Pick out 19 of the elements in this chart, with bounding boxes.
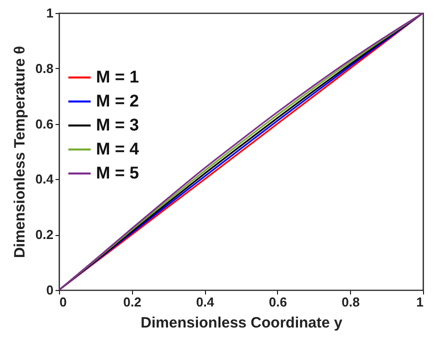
legend-label: M = 1 bbox=[96, 68, 139, 86]
y-tick-label: 0.4 bbox=[35, 172, 54, 187]
y-tick-label: 0.2 bbox=[35, 227, 54, 242]
legend-label: M = 3 bbox=[96, 116, 139, 134]
x-tick-label: 1 bbox=[416, 294, 424, 310]
x-tick-label: 0.2 bbox=[123, 294, 142, 310]
x-tick-label: 0.4 bbox=[196, 294, 215, 310]
x-axis-title: Dimensionless Coordinate y bbox=[140, 314, 344, 332]
y-tick-label: 1 bbox=[46, 6, 54, 20]
x-tick-label: 0.6 bbox=[268, 294, 287, 310]
legend-label: M = 5 bbox=[96, 164, 139, 182]
legend-label: M = 2 bbox=[96, 92, 139, 110]
y-tick-label: 0 bbox=[46, 282, 54, 298]
y-tick-label: 0.6 bbox=[35, 116, 54, 132]
y-tick-label: 0.8 bbox=[35, 60, 54, 76]
y-axis-title: Dimensionless Temperature θ bbox=[11, 46, 28, 258]
x-tick-label: 0.8 bbox=[342, 294, 360, 310]
x-tick-label: 0 bbox=[60, 294, 67, 310]
legend-label: M = 4 bbox=[96, 140, 140, 158]
